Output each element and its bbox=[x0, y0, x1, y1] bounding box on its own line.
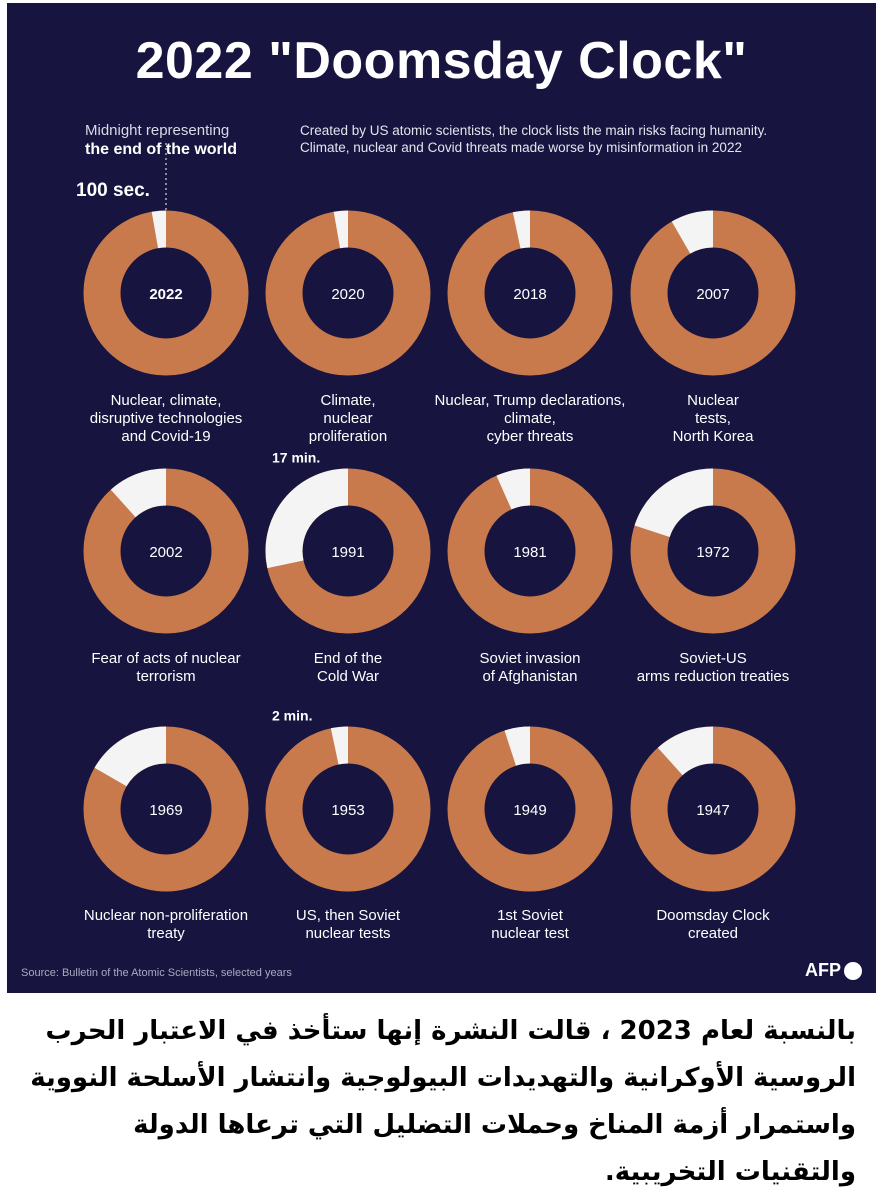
clock-label: and Covid-19 bbox=[121, 428, 210, 445]
clock-year: 1953 bbox=[331, 802, 364, 819]
clock-label: tests, bbox=[695, 410, 731, 427]
clock-label: Soviet invasion bbox=[480, 650, 581, 667]
clock-label: Climate, bbox=[320, 392, 375, 409]
clock-year: 2020 bbox=[331, 286, 364, 303]
clock-label: proliferation bbox=[309, 428, 387, 445]
clock-label: 1st Soviet bbox=[497, 907, 564, 924]
afp-logo: AFP bbox=[805, 960, 862, 981]
clock-year: 1947 bbox=[696, 802, 729, 819]
clock-label: of Afghanistan bbox=[482, 668, 577, 685]
clock-label: Doomsday Clock bbox=[656, 907, 770, 924]
clock-gap bbox=[151, 210, 167, 249]
clock-label: nuclear test bbox=[491, 925, 569, 942]
clock-gap bbox=[110, 468, 167, 518]
subtitle-line2: Climate, nuclear and Covid threats made … bbox=[300, 140, 742, 155]
clock-annotation: 100 sec. bbox=[76, 180, 150, 201]
clock-label: treaty bbox=[147, 925, 185, 942]
clock-label: disruptive technologies bbox=[90, 410, 243, 427]
afp-logo-text: AFP bbox=[805, 960, 841, 980]
midnight-note: Midnight representing the end of the wor… bbox=[85, 121, 237, 159]
clock-label: climate, bbox=[504, 410, 556, 427]
clock-label: North Korea bbox=[673, 428, 755, 445]
clock-label: Nuclear non-proliferation bbox=[84, 907, 248, 924]
clock-year: 1991 bbox=[331, 544, 364, 561]
clock-label: created bbox=[688, 925, 738, 942]
source-note: Source: Bulletin of the Atomic Scientist… bbox=[21, 967, 292, 979]
clock-gap bbox=[634, 468, 714, 538]
clock-year: 2018 bbox=[513, 286, 546, 303]
clock-label: Nuclear, Trump declarations, bbox=[435, 392, 626, 409]
clock-2018: 2018 Nuclear, Trump declarations,climate,… bbox=[435, 210, 626, 445]
clock-label: terrorism bbox=[136, 668, 195, 685]
clock-gap bbox=[504, 726, 531, 766]
clock-gap bbox=[512, 210, 531, 249]
clock-gap bbox=[333, 210, 349, 249]
clocks-chart: 2022 100 sec. Nuclear, climate,disruptive … bbox=[76, 143, 796, 942]
clock-year: 1981 bbox=[513, 544, 546, 561]
clock-label: cyber threats bbox=[487, 428, 574, 445]
clock-label: nuclear bbox=[323, 410, 372, 427]
arabic-caption: بالنسبة لعام 2023 ، قالت النشرة إنها ستأ… bbox=[30, 1016, 856, 1187]
clock-year: 2007 bbox=[696, 286, 729, 303]
clock-gap bbox=[496, 468, 531, 510]
clock-label: US, then Soviet bbox=[296, 907, 401, 924]
clock-gap bbox=[657, 726, 714, 776]
clock-gap bbox=[330, 726, 349, 765]
subtitle: Created by US atomic scientists, the clo… bbox=[300, 122, 860, 156]
clock-year: 1969 bbox=[149, 802, 182, 819]
clock-gap bbox=[94, 726, 167, 787]
afp-logo-dot-icon bbox=[844, 961, 862, 980]
clock-year: 1972 bbox=[696, 544, 729, 561]
clock-label: Fear of acts of nuclear bbox=[91, 650, 240, 667]
clock-annotation: 17 min. bbox=[272, 450, 320, 466]
infographic-title: 2022 "Doomsday Clock" bbox=[135, 32, 748, 90]
doomsday-clock-infographic: 2022 "Doomsday Clock" Midnight represent… bbox=[7, 3, 876, 993]
clock-label: Soviet-US bbox=[679, 650, 747, 667]
clock-gap bbox=[671, 210, 714, 254]
clock-label: arms reduction treaties bbox=[637, 668, 790, 685]
clock-year: 2022 bbox=[149, 286, 182, 303]
subtitle-line1: Created by US atomic scientists, the clo… bbox=[300, 123, 768, 138]
clock-label: nuclear tests bbox=[305, 925, 390, 942]
clock-year: 2002 bbox=[149, 544, 182, 561]
midnight-note-line1: Midnight representing bbox=[85, 122, 230, 139]
clock-year: 1949 bbox=[513, 802, 546, 819]
clock-label: End of the bbox=[314, 650, 382, 667]
midnight-note-line2: the end of the world bbox=[85, 141, 237, 158]
clock-label: Nuclear bbox=[687, 392, 739, 409]
clock-label: Cold War bbox=[317, 668, 379, 685]
clock-gap bbox=[265, 468, 349, 569]
clock-label: Nuclear, climate, bbox=[111, 392, 222, 409]
clock-annotation: 2 min. bbox=[272, 708, 312, 724]
clock-2022: 2022 100 sec. Nuclear, climate,disruptive … bbox=[76, 180, 249, 445]
